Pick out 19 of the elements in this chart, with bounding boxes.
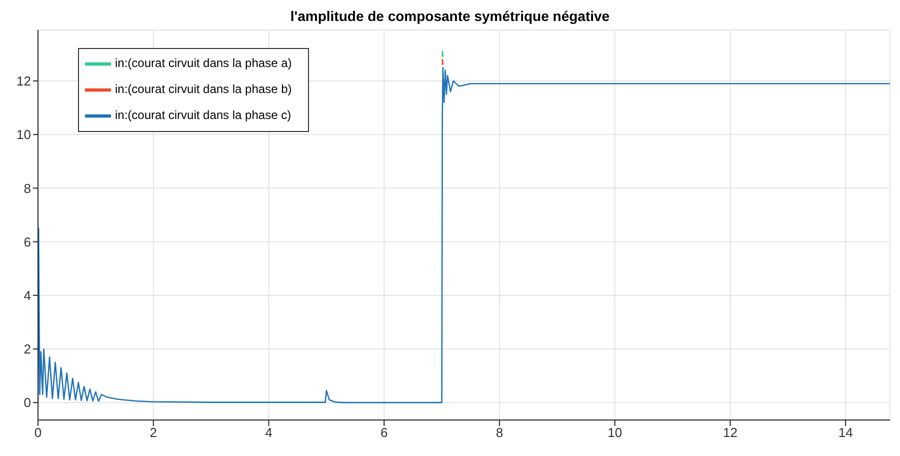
- y-tick-label: 4: [24, 288, 31, 303]
- y-tick-label: 2: [24, 342, 31, 357]
- x-tick-label: 0: [34, 425, 42, 440]
- y-tick-label: 0: [24, 395, 31, 410]
- y-tick-label: 10: [16, 127, 31, 142]
- x-tick-label: 8: [496, 425, 504, 440]
- x-tick-label: 4: [265, 425, 272, 440]
- x-tick-label: 2: [150, 425, 157, 440]
- y-tick-label: 6: [24, 234, 31, 250]
- legend-label: in:(courat cirvuit dans la phase b): [115, 82, 292, 96]
- y-tick-label: 12: [16, 74, 31, 89]
- x-tick-label: 14: [838, 425, 853, 440]
- legend-label: in:(courat cirvuit dans la phase c): [115, 108, 292, 122]
- legend-label: in:(courat cirvuit dans la phase a): [115, 56, 292, 70]
- x-tick-label: 12: [722, 425, 738, 440]
- x-tick-label: 10: [608, 425, 622, 440]
- chart-title: l'amplitude de composante symétrique négative: [289, 8, 611, 26]
- x-tick-label: 6: [380, 425, 388, 440]
- y-tick-label: 8: [24, 180, 31, 196]
